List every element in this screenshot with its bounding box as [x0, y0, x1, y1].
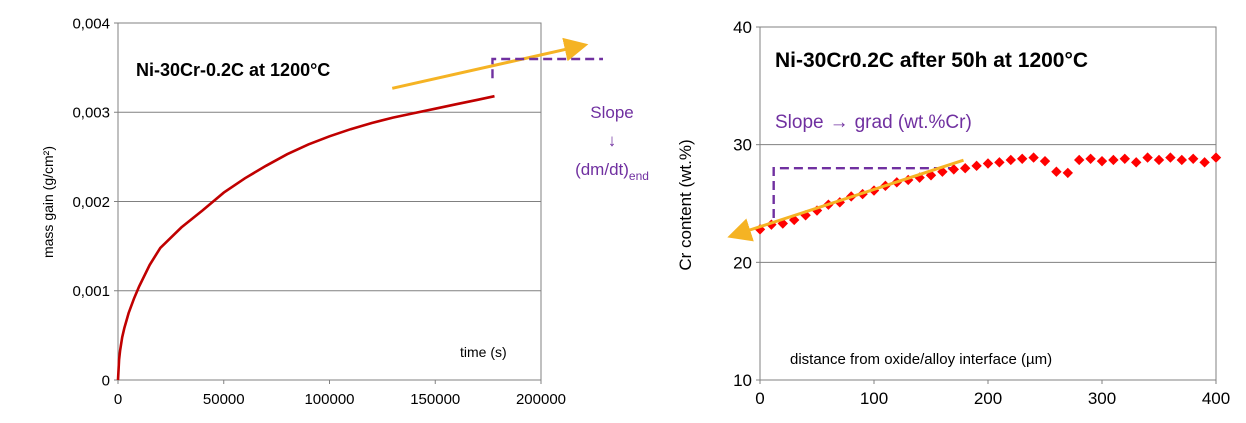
x-tick-label: 200 [974, 389, 1002, 408]
mass-gain-chart: 0 0,001 0,002 0,003 0,004 0 50000 100000 150000 2… [40, 15, 603, 408]
y-tick-label: 20 [733, 253, 752, 272]
data-point-marker [1074, 154, 1085, 166]
cr-slope-annotation: Slope → grad (wt.%Cr) [775, 112, 972, 133]
cr-content-tangent-arrow [727, 158, 964, 242]
cr-content-data-points [754, 152, 1222, 235]
x-tick-label: 0 [755, 389, 764, 408]
data-point-marker [1039, 155, 1051, 167]
x-tick-label: 200000 [516, 391, 566, 408]
grad-label: grad (wt.%Cr) [855, 112, 972, 133]
data-point-marker [1005, 154, 1016, 166]
data-point-marker [1085, 153, 1096, 164]
y-tick-label: 40 [733, 18, 752, 37]
x-tick-label: 400 [1202, 389, 1230, 408]
mass-gain-gridlines [114, 22, 542, 384]
down-arrow-icon: ↓ [608, 131, 617, 150]
dm-dt-label: (dm/dt) [575, 160, 629, 179]
data-point-marker [1199, 157, 1210, 168]
data-point-marker [1176, 154, 1187, 166]
data-point-marker [1153, 154, 1165, 166]
cr-content-plot-frame [759, 26, 1217, 381]
data-point-marker [834, 197, 845, 208]
y-tick-label: 0 [102, 372, 110, 389]
y-tick-label: 0,004 [72, 15, 110, 32]
mass-gain-tick-labels: 0 0,001 0,002 0,003 0,004 0 50000 100000 150000 2… [72, 15, 566, 408]
mass-gain-slope-marker [491, 57, 603, 79]
y-tick-label: 0,001 [72, 283, 110, 300]
dm-dt-end-label: (dm/dt)end [575, 160, 649, 183]
data-point-marker [1188, 153, 1199, 164]
data-point-marker [789, 214, 800, 226]
mass-gain-plot-frame [117, 22, 542, 381]
x-tick-label: 300 [1088, 389, 1116, 408]
data-point-marker [1096, 155, 1108, 167]
x-tick-label: 150000 [410, 391, 460, 408]
cr-content-x-axis-label: distance from oxide/alloy interface (µm) [790, 351, 1052, 368]
data-point-marker [960, 163, 971, 174]
data-point-marker [777, 218, 788, 229]
data-point-marker [1051, 166, 1062, 177]
data-point-marker [1210, 152, 1222, 163]
data-point-marker [903, 174, 914, 186]
mass-gain-chart-title: Ni-30Cr-0.2C at 1200°C [136, 60, 330, 80]
data-point-marker [937, 166, 948, 177]
mass-gain-y-axis-label: mass gain (g/cm²) [40, 146, 56, 258]
slope-annotation-label: Slope [590, 103, 633, 122]
y-tick-label: 0,002 [72, 194, 110, 211]
data-point-marker [1028, 152, 1039, 163]
data-point-marker [1142, 152, 1153, 163]
cr-content-chart-title: Ni-30Cr0.2C after 50h at 1200°C [775, 49, 1088, 72]
data-point-marker [1017, 153, 1028, 164]
data-point-marker [1108, 154, 1119, 166]
data-point-marker [1119, 153, 1130, 164]
data-point-marker [1062, 167, 1073, 179]
mass-gain-series-line [116, 94, 495, 381]
cr-content-gridlines [756, 26, 1217, 384]
x-tick-label: 100000 [304, 391, 354, 408]
y-tick-label: 10 [733, 371, 752, 390]
mass-gain-x-axis-label: time (s) [460, 344, 507, 360]
x-tick-label: 0 [114, 391, 122, 408]
cr-slope-label: Slope [775, 112, 824, 133]
data-point-marker [948, 164, 959, 175]
cr-content-y-axis-label: Cr content (wt.%) [676, 139, 695, 270]
right-arrow-icon: → [830, 112, 849, 133]
mass-gain-tangent-arrow [391, 37, 589, 90]
x-tick-label: 100 [860, 389, 888, 408]
end-subscript: end [629, 169, 649, 183]
data-point-marker [971, 160, 982, 172]
y-tick-label: 30 [733, 136, 752, 155]
data-point-marker [1131, 157, 1142, 168]
slope-annotation: Slope ↓ (dm/dt)end [575, 103, 649, 183]
data-point-marker [994, 157, 1005, 168]
data-point-marker [982, 158, 994, 169]
cr-content-slope-marker [772, 167, 960, 218]
y-tick-label: 0,003 [72, 105, 110, 122]
data-point-marker [1165, 152, 1176, 163]
data-point-marker [800, 210, 811, 221]
x-tick-label: 50000 [203, 391, 245, 408]
